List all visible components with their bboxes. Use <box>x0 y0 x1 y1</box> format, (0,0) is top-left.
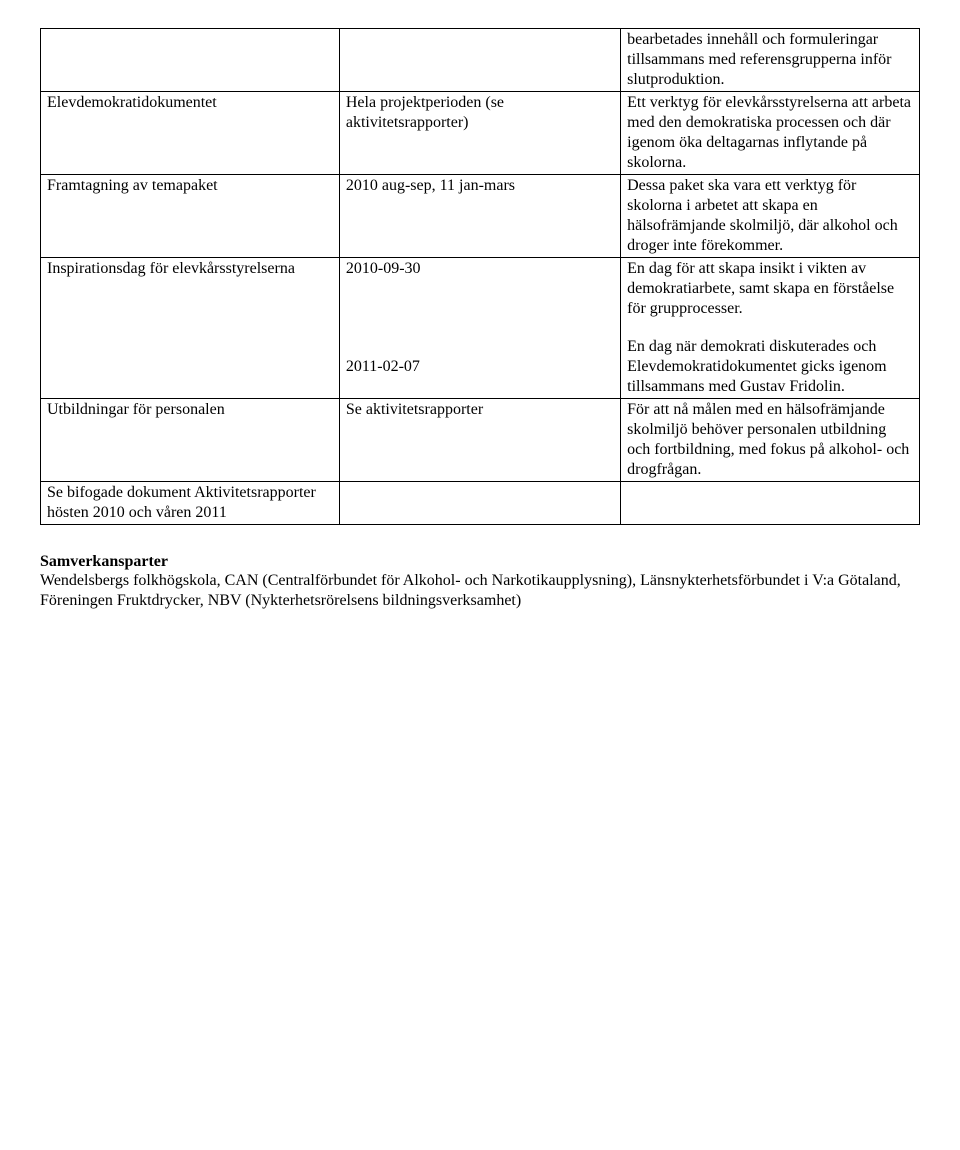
table-cell: För att nå målen med en hälsofrämjande s… <box>621 399 920 482</box>
table-cell: Hela projektperioden (se aktivitetsrappo… <box>339 92 620 175</box>
table-cell <box>339 482 620 525</box>
cell-paragraph: En dag när demokrati diskuterades och El… <box>627 337 913 397</box>
table-row: Se bifogade dokument Aktivitetsrapporter… <box>41 482 920 525</box>
cell-spacer <box>627 319 913 337</box>
table-cell: Se bifogade dokument Aktivitetsrapporter… <box>41 482 340 525</box>
cell-paragraph: En dag för att skapa insikt i vikten av … <box>627 259 913 319</box>
table-cell: Ett verktyg för elevkårsstyrelserna att … <box>621 92 920 175</box>
table-cell: Elevdemokratidokumentet <box>41 92 340 175</box>
table-cell <box>339 29 620 92</box>
table-row: Framtagning av temapaket 2010 aug-sep, 1… <box>41 175 920 258</box>
table-row: Inspirationsdag för elevkårsstyrelserna … <box>41 258 920 399</box>
table-cell: Dessa paket ska vara ett verktyg för sko… <box>621 175 920 258</box>
table-cell <box>621 482 920 525</box>
table-cell: Framtagning av temapaket <box>41 175 340 258</box>
table-row: Utbildningar för personalen Se aktivitet… <box>41 399 920 482</box>
cell-line: 2011-02-07 <box>346 357 614 377</box>
table-cell: 2010 aug-sep, 11 jan-mars <box>339 175 620 258</box>
cell-line: 2010-09-30 <box>346 259 614 279</box>
table-cell: En dag för att skapa insikt i vikten av … <box>621 258 920 399</box>
cell-spacer <box>346 279 614 357</box>
table-row: Elevdemokratidokumentet Hela projektperi… <box>41 92 920 175</box>
table-row: bearbetades innehåll och formuleringar t… <box>41 29 920 92</box>
table-cell: Utbildningar för personalen <box>41 399 340 482</box>
table-cell: bearbetades innehåll och formuleringar t… <box>621 29 920 92</box>
table-cell: Inspirationsdag för elevkårsstyrelserna <box>41 258 340 399</box>
table-cell: Se aktivitetsrapporter <box>339 399 620 482</box>
table-cell: 2010-09-30 2011-02-07 <box>339 258 620 399</box>
section-paragraph: Wendelsbergs folkhögskola, CAN (Centralf… <box>40 571 920 611</box>
section-heading: Samverkansparter <box>40 553 920 571</box>
content-table: bearbetades innehåll och formuleringar t… <box>40 28 920 525</box>
table-cell <box>41 29 340 92</box>
